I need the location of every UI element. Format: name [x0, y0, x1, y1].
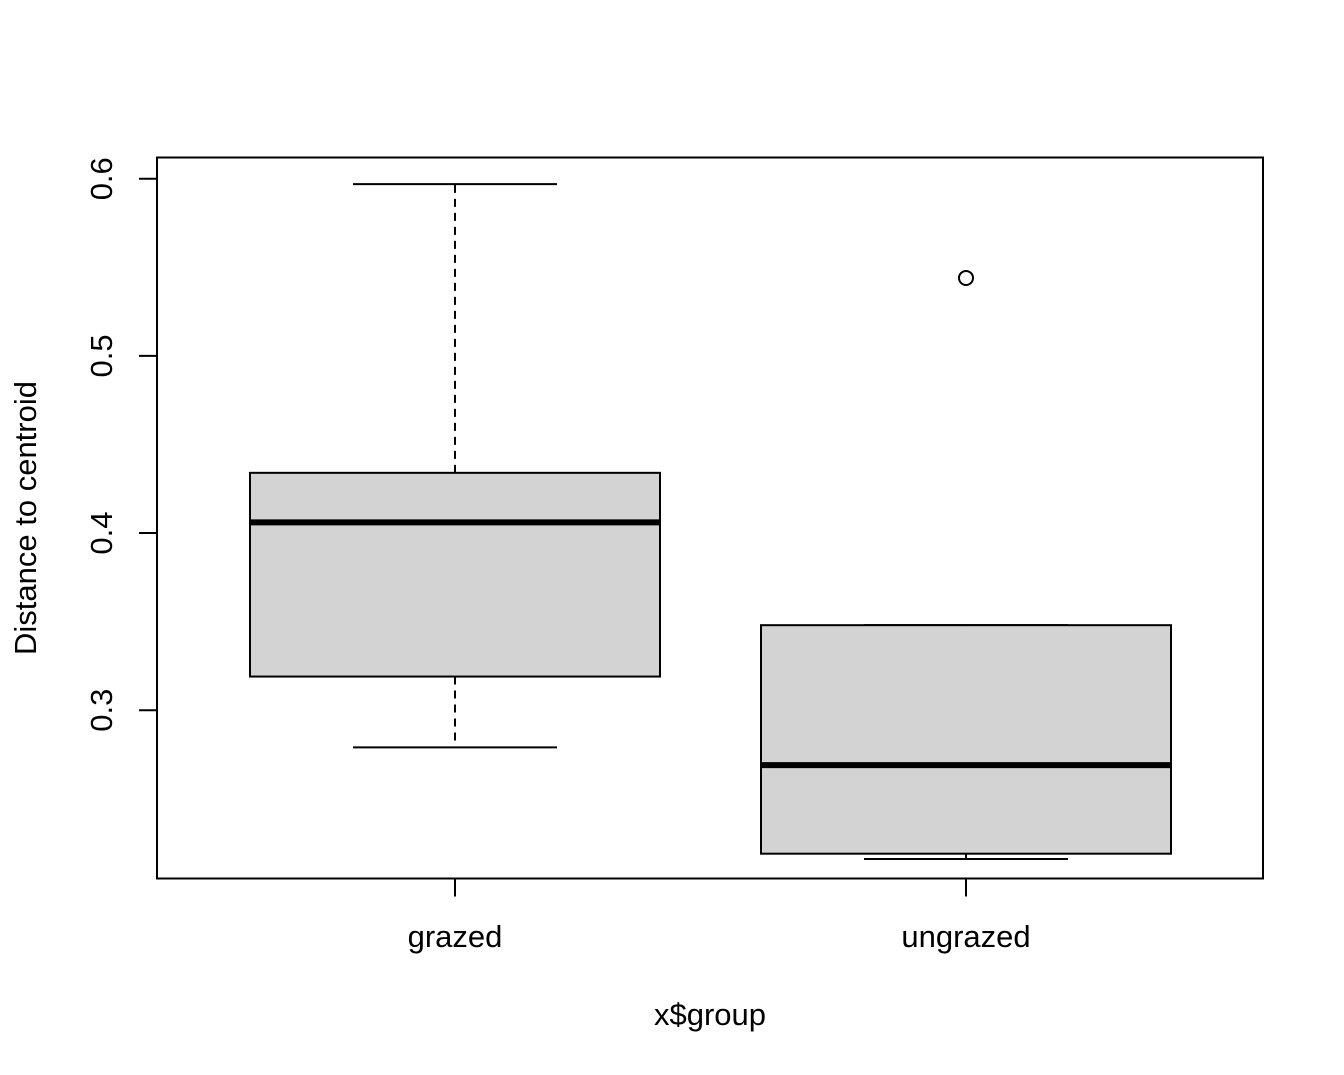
x-axis: grazed ungrazed	[408, 878, 1031, 954]
x-axis-label: x$group	[654, 997, 766, 1032]
iqr-box	[249, 471, 661, 678]
outlier-point	[958, 269, 974, 286]
y-tick-label: 0.5	[84, 334, 119, 377]
y-tick-label: 0.4	[84, 512, 119, 555]
box-group-grazed	[249, 183, 661, 749]
boxes-layer	[249, 183, 1172, 861]
y-tick-label: 0.6	[84, 157, 119, 200]
box-group-ungrazed	[760, 269, 1172, 861]
y-axis-label: Distance to centroid	[8, 381, 43, 655]
y-axis: 0.3 0.4 0.5 0.6	[84, 157, 158, 732]
x-tick-label: ungrazed	[901, 919, 1030, 954]
x-tick-label: grazed	[408, 919, 503, 954]
y-tick-label: 0.3	[84, 689, 119, 732]
iqr-box	[760, 624, 1172, 855]
